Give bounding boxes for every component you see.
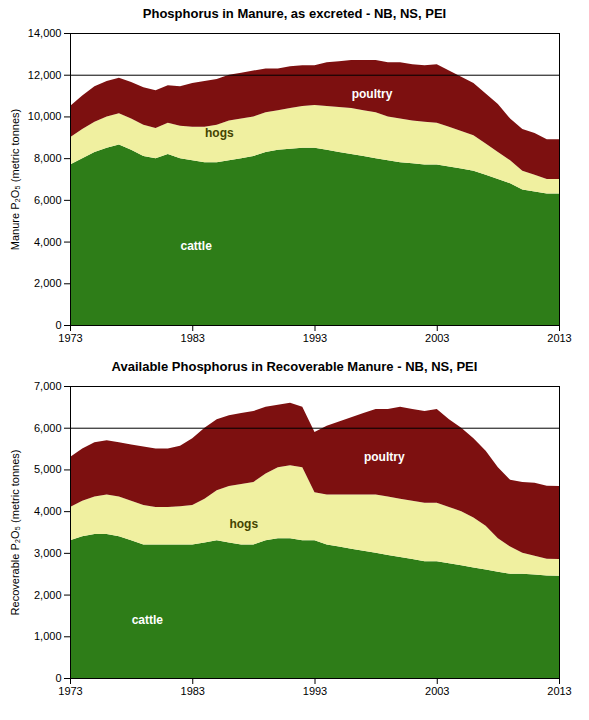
- svg-text:1993: 1993: [303, 685, 327, 697]
- svg-text:Manure P₂O₅ (metric tonnes): Manure P₂O₅ (metric tonnes): [9, 109, 21, 250]
- svg-text:1983: 1983: [181, 332, 205, 344]
- html-text:Phosphorus in Manure, as excre: Phosphorus in Manure, as excreted - NB, …: [142, 6, 447, 21]
- svg-text:0: 0: [55, 672, 61, 684]
- svg-text:Recoverable P₂O₅ (metric tonne: Recoverable P₂O₅ (metric tonnes): [9, 450, 21, 616]
- svg-text:2,000: 2,000: [34, 277, 62, 289]
- svg-text:7,000: 7,000: [34, 380, 62, 392]
- svg-text:8,000: 8,000: [34, 152, 62, 164]
- svg-text:1973: 1973: [58, 685, 82, 697]
- svg-text:1,000: 1,000: [34, 630, 62, 642]
- svg-text:6,000: 6,000: [34, 194, 62, 206]
- svg-text:1973: 1973: [58, 332, 82, 344]
- svg-text:4,000: 4,000: [34, 505, 62, 517]
- svg-text:10,000: 10,000: [28, 110, 62, 122]
- html-text:Available Phosphorus in Recove: Available Phosphorus in Recoverable Manu…: [111, 359, 478, 374]
- svg-text:hogs: hogs: [229, 517, 258, 531]
- svg-text:cattle: cattle: [181, 239, 213, 253]
- svg-text:2003: 2003: [425, 685, 449, 697]
- svg-text:2,000: 2,000: [34, 589, 62, 601]
- svg-text:2013: 2013: [547, 685, 571, 697]
- svg-text:12,000: 12,000: [28, 69, 62, 81]
- svg-text:3,000: 3,000: [34, 547, 62, 559]
- svg-text:14,000: 14,000: [28, 27, 62, 39]
- svg-text:1993: 1993: [303, 332, 327, 344]
- svg-text:2003: 2003: [425, 332, 449, 344]
- svg-text:hogs: hogs: [205, 126, 234, 140]
- svg-text:poultry: poultry: [364, 450, 405, 464]
- svg-text:4,000: 4,000: [34, 236, 62, 248]
- svg-text:5,000: 5,000: [34, 463, 62, 475]
- svg-text:1983: 1983: [181, 685, 205, 697]
- svg-text:cattle: cattle: [132, 613, 164, 627]
- svg-text:2013: 2013: [547, 332, 571, 344]
- svg-text:0: 0: [55, 319, 61, 331]
- svg-text:6,000: 6,000: [34, 422, 62, 434]
- svg-text:poultry: poultry: [352, 87, 393, 101]
